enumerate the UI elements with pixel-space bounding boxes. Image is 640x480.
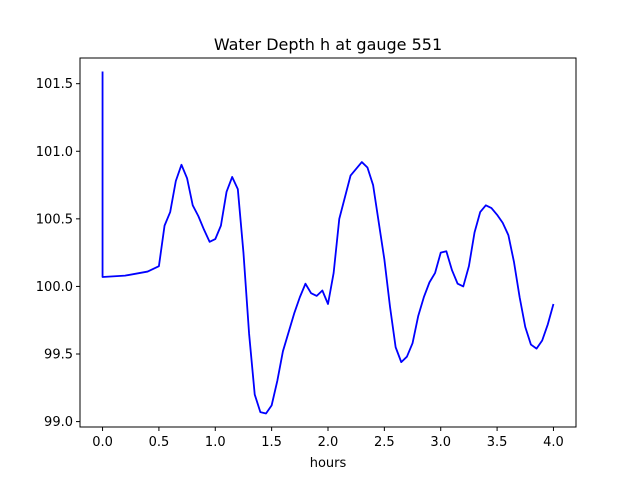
x-tick-label: 3.5 (487, 435, 508, 450)
y-tick-label: 99.0 (44, 415, 73, 430)
x-tick-label: 1.0 (205, 435, 226, 450)
x-tick-label: 1.5 (261, 435, 282, 450)
x-tick-label: 2.0 (318, 435, 339, 450)
y-tick-label: 101.5 (36, 77, 73, 92)
y-tick-label: 100.0 (36, 280, 73, 295)
x-tick-label: 4.0 (543, 435, 564, 450)
x-axis-label: hours (310, 456, 347, 471)
x-tick-label: 0.5 (149, 435, 170, 450)
x-tick-label: 0.0 (92, 435, 113, 450)
x-tick-label: 2.5 (374, 435, 395, 450)
y-tick-label: 99.5 (44, 348, 73, 363)
plot-area (101, 71, 555, 415)
x-axis-ticks: 0.0 0.5 1.0 1.5 2.0 2.5 3.0 3.5 4.0 (92, 427, 564, 450)
axes-frame (79, 57, 577, 428)
x-tick-label: 3.0 (430, 435, 451, 450)
y-tick-label: 101.0 (36, 145, 73, 160)
series-line-0 (101, 71, 555, 415)
y-axis-ticks: 99.0 99.5 100.0 100.5 101.0 101.5 (36, 77, 80, 430)
chart-title: Water Depth h at gauge 551 (214, 35, 442, 54)
y-tick-label: 100.5 (36, 212, 73, 227)
